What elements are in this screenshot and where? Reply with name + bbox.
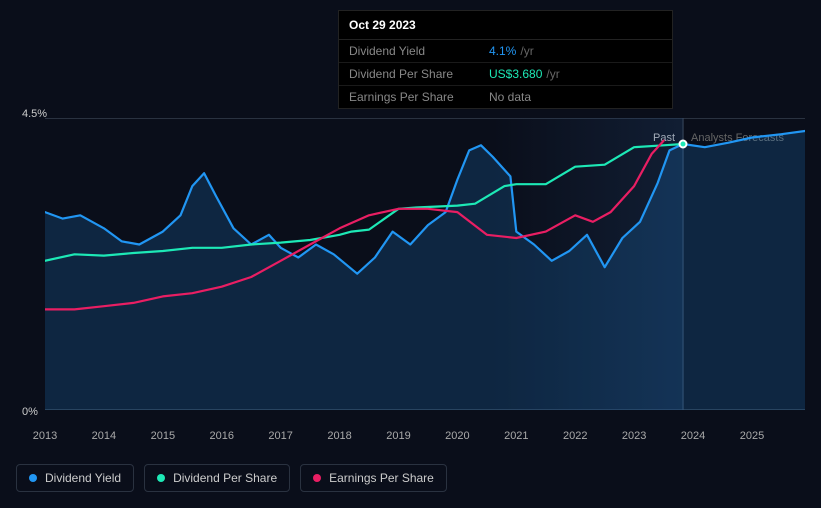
tooltip-row-label: Earnings Per Share: [349, 90, 489, 104]
tooltip-row: Dividend Yield4.1%/yr: [339, 40, 672, 63]
legend-label: Dividend Per Share: [173, 471, 277, 485]
x-tick: 2018: [327, 430, 351, 442]
legend-item[interactable]: Dividend Yield: [16, 464, 134, 492]
tooltip-rows: Dividend Yield4.1%/yrDividend Per ShareU…: [339, 40, 672, 108]
legend-item[interactable]: Earnings Per Share: [300, 464, 447, 492]
x-axis: 2013201420152016201720182019202020212022…: [45, 430, 805, 450]
chart-svg: [45, 118, 805, 410]
chart-area: [45, 118, 805, 410]
tooltip-row-value: 4.1%/yr: [489, 44, 534, 58]
tooltip-row-label: Dividend Per Share: [349, 67, 489, 81]
x-tick: 2017: [268, 430, 292, 442]
legend-dot-icon: [29, 474, 37, 482]
x-tick: 2016: [209, 430, 233, 442]
x-tick: 2022: [563, 430, 587, 442]
x-tick: 2023: [622, 430, 646, 442]
x-tick: 2014: [92, 430, 116, 442]
x-tick: 2020: [445, 430, 469, 442]
legend-dot-icon: [157, 474, 165, 482]
tooltip-date: Oct 29 2023: [339, 11, 672, 40]
present-marker: [679, 139, 688, 148]
y-axis-max-label: 4.5%: [22, 108, 47, 120]
legend-dot-icon: [313, 474, 321, 482]
tooltip-row-value: No data: [489, 90, 535, 104]
tooltip-row: Earnings Per ShareNo data: [339, 86, 672, 108]
x-tick: 2019: [386, 430, 410, 442]
y-axis-min-label: 0%: [22, 406, 38, 418]
legend-label: Dividend Yield: [45, 471, 121, 485]
legend-item[interactable]: Dividend Per Share: [144, 464, 290, 492]
tooltip-card: Oct 29 2023 Dividend Yield4.1%/yrDividen…: [338, 10, 673, 109]
tooltip-row: Dividend Per ShareUS$3.680/yr: [339, 63, 672, 86]
x-tick: 2021: [504, 430, 528, 442]
x-tick: 2025: [740, 430, 764, 442]
tooltip-row-value: US$3.680/yr: [489, 67, 560, 81]
tooltip-row-label: Dividend Yield: [349, 44, 489, 58]
legend: Dividend Yield Dividend Per Share Earnings…: [16, 464, 447, 492]
x-tick: 2015: [151, 430, 175, 442]
x-tick: 2013: [33, 430, 57, 442]
legend-label: Earnings Per Share: [329, 471, 434, 485]
x-tick: 2024: [681, 430, 705, 442]
